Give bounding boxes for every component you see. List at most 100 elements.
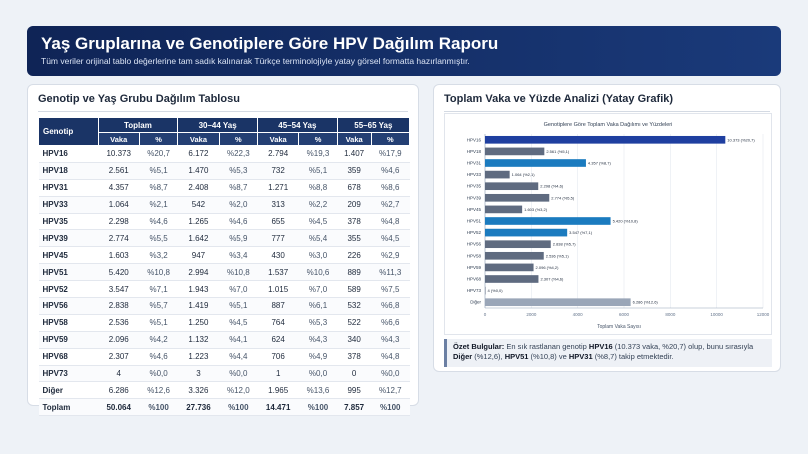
percent-cell: %13,6 bbox=[298, 381, 338, 400]
bar-hpv39 bbox=[485, 193, 550, 202]
percent-cell: %8,8 bbox=[298, 179, 338, 197]
percent-cell: %3,0 bbox=[298, 246, 338, 265]
horizontal-bar-chart: Genotiplere Göre Toplam Vaka Dağılımı ve… bbox=[467, 122, 770, 330]
case-count-cell: 1.407 bbox=[337, 145, 372, 163]
percent-cell: %5,3 bbox=[219, 162, 258, 180]
table-row: HPV18 2.561 %5,1 1.470 %5,3 732 %5,1 359 %4,6 bbox=[38, 162, 410, 180]
y-tick-label: HPV35 bbox=[467, 184, 482, 189]
genotype-cell: Diğer bbox=[38, 381, 99, 400]
title-divider bbox=[38, 111, 408, 112]
percent-cell: %0,0 bbox=[219, 365, 258, 383]
case-count-cell: 5.420 bbox=[98, 263, 140, 282]
table-row: HPV56 2.838 %5,7 1.419 %5,1 887 %6,1 532 %6,8 bbox=[38, 297, 410, 315]
x-tick-label: 12000 bbox=[757, 312, 770, 317]
col-header-pct: % bbox=[370, 132, 411, 146]
percent-cell: %7,1 bbox=[139, 280, 178, 299]
y-tick-label: HPV45 bbox=[467, 207, 482, 212]
percent-cell: %2,9 bbox=[371, 246, 410, 265]
genotype-cell: HPV56 bbox=[38, 297, 99, 315]
case-count-cell: 624 bbox=[257, 331, 299, 349]
percent-cell: %4,9 bbox=[298, 348, 338, 366]
percent-cell: %17,9 bbox=[371, 145, 410, 163]
bar-data-label: 6.286 (%12,6) bbox=[633, 300, 659, 305]
bar-data-label: 3.547 (%7,1) bbox=[569, 230, 593, 235]
table-row: HPV31 4.357 %8,7 2.408 %8,7 1.271 %8,8 678 %8,6 bbox=[38, 179, 410, 197]
table-panel: Genotip ve Yaş Grubu Dağılım Tablosu Gen… bbox=[27, 84, 419, 417]
percent-cell: %4,5 bbox=[219, 314, 258, 332]
col-header-vaka: Vaka bbox=[336, 132, 372, 146]
bar-data-label: 2.561 (%5,1) bbox=[546, 149, 570, 154]
x-tick-label: 10000 bbox=[710, 312, 723, 317]
table-row: HPV45 1.603 %3,2 947 %3,4 430 %3,0 226 %2,9 bbox=[38, 246, 410, 265]
case-count-cell: 2.298 bbox=[98, 213, 140, 231]
percent-cell: %7,0 bbox=[219, 280, 258, 299]
bar-hpv58 bbox=[485, 251, 544, 260]
genotype-cell: HPV51 bbox=[38, 263, 99, 282]
case-count-cell: 2.561 bbox=[98, 162, 140, 180]
percent-cell: %6,8 bbox=[371, 297, 410, 315]
case-count-cell: 1.419 bbox=[177, 297, 220, 315]
case-count-cell: 1.537 bbox=[257, 263, 299, 282]
case-count-cell: 1.642 bbox=[177, 229, 220, 248]
percent-cell: %5,1 bbox=[139, 162, 178, 180]
case-count-cell: 359 bbox=[337, 162, 372, 180]
case-count-cell: 14.471 bbox=[257, 398, 299, 417]
table-panel-title: Genotip ve Yaş Grubu Dağılım Tablosu bbox=[38, 93, 240, 105]
case-count-cell: 2.408 bbox=[177, 179, 220, 197]
distribution-table: Genotip Toplam 30–44 Yaş 45–54 Yaş 55–65… bbox=[38, 117, 411, 417]
genotype-cell: Toplam bbox=[38, 398, 99, 417]
y-tick-label: HPV68 bbox=[467, 277, 482, 282]
chart-bars: HPV16 10.373 (%20,7) HPV18 2.561 (%5,1) HPV3… bbox=[467, 135, 755, 307]
percent-cell: %22,3 bbox=[219, 145, 258, 163]
case-count-cell: 1 bbox=[257, 365, 299, 383]
percent-cell: %4,6 bbox=[139, 348, 178, 366]
case-count-cell: 313 bbox=[257, 196, 299, 214]
bar-hpv35 bbox=[485, 182, 539, 191]
percent-cell: %0,0 bbox=[298, 365, 338, 383]
chart-panel-title: Toplam Vaka ve Yüzde Analizi (Yatay Graf… bbox=[444, 93, 674, 105]
percent-cell: %100 bbox=[298, 398, 338, 417]
case-count-cell: 378 bbox=[337, 213, 372, 231]
bar-data-label: 10.373 (%20,7) bbox=[727, 137, 755, 142]
col-group-total: Toplam bbox=[97, 117, 179, 133]
col-group-45-54: 45–54 Yaş bbox=[256, 117, 338, 133]
summary-highlight: HPV16 bbox=[588, 342, 613, 351]
x-axis-label: Toplam Vaka Sayısı bbox=[597, 324, 641, 330]
genotype-cell: HPV31 bbox=[38, 179, 99, 197]
case-count-cell: 1.132 bbox=[177, 331, 220, 349]
case-count-cell: 4 bbox=[98, 365, 140, 383]
percent-cell: %100 bbox=[371, 398, 410, 417]
percent-cell: %8,6 bbox=[371, 179, 410, 197]
case-count-cell: 340 bbox=[337, 331, 372, 349]
case-count-cell: 209 bbox=[337, 196, 372, 214]
percent-cell: %4,6 bbox=[139, 213, 178, 231]
percent-cell: %4,8 bbox=[371, 213, 410, 231]
percent-cell: %100 bbox=[219, 398, 258, 417]
genotype-cell: HPV18 bbox=[38, 162, 99, 180]
percent-cell: %12,7 bbox=[371, 381, 410, 400]
bar-data-label: 2.774 (%5,5) bbox=[551, 195, 575, 200]
case-count-cell: 947 bbox=[177, 246, 220, 265]
case-count-cell: 1.943 bbox=[177, 280, 220, 299]
case-count-cell: 589 bbox=[337, 280, 372, 299]
bar-data-label: 2.307 (%4,6) bbox=[540, 277, 564, 282]
bar-hpv16 bbox=[485, 135, 726, 144]
summary-lead: Özet Bulgular: bbox=[453, 342, 505, 351]
y-tick-label: HPV39 bbox=[467, 195, 482, 200]
percent-cell: %10,8 bbox=[139, 263, 178, 282]
percent-cell: %11,3 bbox=[371, 263, 410, 282]
col-header-pct: % bbox=[138, 132, 179, 146]
percent-cell: %5,3 bbox=[298, 314, 338, 332]
y-tick-label: HPV59 bbox=[467, 265, 482, 270]
col-header-vaka: Vaka bbox=[256, 132, 300, 146]
bar-data-label: 2.536 (%5,1) bbox=[546, 253, 570, 258]
genotype-cell: HPV39 bbox=[38, 229, 99, 248]
table-row: HPV33 1.064 %2,1 542 %2,0 313 %2,2 209 %2,7 bbox=[38, 196, 410, 214]
summary-highlight: Diğer bbox=[453, 352, 473, 361]
bar-data-label: 2.096 (%4,2) bbox=[536, 265, 560, 270]
summary-highlight: HPV31 bbox=[568, 352, 593, 361]
percent-cell: %6,1 bbox=[298, 297, 338, 315]
percent-cell: %2,0 bbox=[219, 196, 258, 214]
table-total-row: Toplam 50.064 %100 27.736 %100 14.471 %100 7.85… bbox=[38, 398, 410, 417]
case-count-cell: 1.965 bbox=[257, 381, 299, 400]
